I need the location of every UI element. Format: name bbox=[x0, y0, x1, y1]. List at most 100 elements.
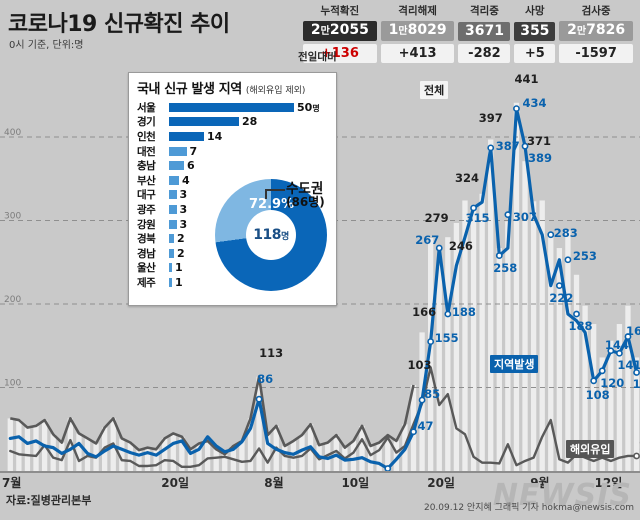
series-line-total bbox=[10, 375, 415, 456]
total-bar bbox=[436, 265, 442, 471]
total-bar bbox=[565, 230, 571, 471]
region-row: 대구 3 bbox=[137, 188, 333, 203]
value-label: 166 bbox=[412, 305, 437, 320]
total-bar bbox=[76, 433, 82, 471]
region-bar bbox=[169, 234, 174, 244]
total-bar bbox=[187, 449, 194, 471]
data-point-marker bbox=[607, 347, 615, 355]
footer-background bbox=[0, 473, 640, 520]
region-bar bbox=[169, 146, 187, 156]
stat-delta-chip: -1597 bbox=[559, 44, 633, 63]
x-axis-tick: 8월 bbox=[264, 476, 284, 490]
stat-value-chip: 2만7826 bbox=[559, 21, 633, 41]
total-bar bbox=[24, 427, 31, 471]
total-bar bbox=[213, 449, 219, 471]
total-bar bbox=[144, 447, 151, 471]
total-bar bbox=[50, 434, 56, 471]
data-point-marker bbox=[598, 367, 606, 375]
summary-stats-delta-row: +136 +413 -282 +5 -1597 bbox=[302, 43, 634, 64]
value-label: 120 bbox=[600, 375, 625, 390]
region-bar bbox=[169, 175, 179, 185]
x-axis-tick: 12일 bbox=[594, 476, 623, 490]
region-row: 광주 3 bbox=[137, 202, 333, 217]
total-bar bbox=[367, 445, 374, 471]
total-bar bbox=[265, 435, 271, 471]
region-value: 28 bbox=[242, 115, 258, 129]
total-bar bbox=[127, 442, 134, 471]
region-value: 4 bbox=[182, 173, 190, 187]
stat-value-2: 3671 bbox=[457, 20, 511, 42]
data-point-marker bbox=[435, 244, 443, 252]
total-bar bbox=[290, 440, 297, 471]
total-bar bbox=[633, 357, 640, 471]
region-name: 부산 bbox=[137, 174, 156, 187]
region-value: 1 bbox=[175, 261, 183, 275]
region-bar bbox=[169, 131, 204, 141]
stat-name-3: 사망 bbox=[525, 5, 545, 17]
donut-center-value: 118 bbox=[253, 227, 281, 243]
total-bar bbox=[256, 376, 262, 471]
region-name: 인천 bbox=[137, 130, 156, 143]
panel-title: 국내 신규 발생 지역 bbox=[137, 82, 242, 97]
value-label: 103 bbox=[407, 357, 432, 372]
stat-name-4: 검사중 bbox=[581, 5, 611, 17]
total-bar bbox=[7, 418, 13, 471]
stat-value-0: 2만2055 bbox=[302, 20, 378, 42]
value-label: 113 bbox=[259, 345, 284, 360]
stat-delta-1: +413 bbox=[380, 43, 456, 64]
value-label: 267 bbox=[415, 233, 440, 248]
total-bar bbox=[204, 440, 211, 471]
total-bar bbox=[608, 340, 614, 471]
callout-leader-line bbox=[265, 189, 285, 191]
value-label: 161 bbox=[625, 323, 640, 338]
value-label: 441 bbox=[514, 71, 539, 86]
stat-delta-4: -1597 bbox=[558, 43, 634, 64]
total-bar bbox=[333, 435, 339, 471]
region-bar bbox=[169, 219, 177, 229]
region-row: 인천 14 bbox=[137, 129, 333, 144]
total-bar bbox=[376, 442, 382, 471]
total-bar bbox=[170, 433, 176, 471]
region-bar bbox=[169, 277, 172, 287]
value-label: 18 bbox=[639, 439, 640, 453]
value-label: 188 bbox=[568, 319, 593, 334]
value-label: 283 bbox=[553, 225, 578, 240]
total-bar bbox=[162, 438, 168, 471]
total-bar bbox=[539, 200, 545, 471]
value-label: 371 bbox=[527, 134, 552, 149]
region-value: 6 bbox=[187, 159, 195, 173]
total-bar bbox=[247, 418, 254, 471]
stat-value-chip: 1만8029 bbox=[380, 21, 455, 41]
callout-leader-stem bbox=[265, 189, 267, 199]
region-name: 제주 bbox=[137, 276, 156, 289]
data-point-marker bbox=[513, 105, 520, 113]
total-bar bbox=[453, 223, 460, 471]
value-label: 155 bbox=[434, 330, 459, 345]
region-value: 50명 bbox=[297, 100, 320, 114]
region-bar bbox=[169, 161, 184, 171]
credit-note: 20.09.12 안지혜 그래픽 기자 hokma@newsis.com bbox=[423, 503, 634, 513]
data-point-marker bbox=[547, 231, 555, 239]
region-value: 2 bbox=[177, 246, 185, 260]
stat-delta-0: +136 bbox=[302, 43, 378, 64]
data-point-marker bbox=[555, 282, 563, 290]
total-bar bbox=[479, 193, 485, 471]
region-bar bbox=[169, 263, 172, 273]
panel-header: 국내 신규 발생 지역 (해외유입 제외) bbox=[129, 73, 336, 99]
region-bar bbox=[169, 190, 177, 200]
x-axis-tick: 7월 bbox=[2, 476, 22, 490]
callout-subtitle: (86명) bbox=[286, 195, 325, 209]
stat-delta-chip: +413 bbox=[380, 44, 455, 63]
value-label: 86 bbox=[257, 372, 274, 387]
newsis-watermark: NEWSIS bbox=[492, 478, 632, 513]
y-axis-tick: 300 bbox=[4, 212, 21, 222]
data-point-marker bbox=[255, 395, 263, 403]
data-point-marker bbox=[633, 369, 640, 376]
total-bar bbox=[470, 207, 477, 471]
y-axis-tick: 200 bbox=[4, 295, 21, 305]
region-name: 울산 bbox=[137, 262, 156, 275]
region-row: 대전 7 bbox=[137, 144, 333, 159]
data-point-marker bbox=[590, 377, 598, 385]
total-bar bbox=[59, 442, 65, 471]
